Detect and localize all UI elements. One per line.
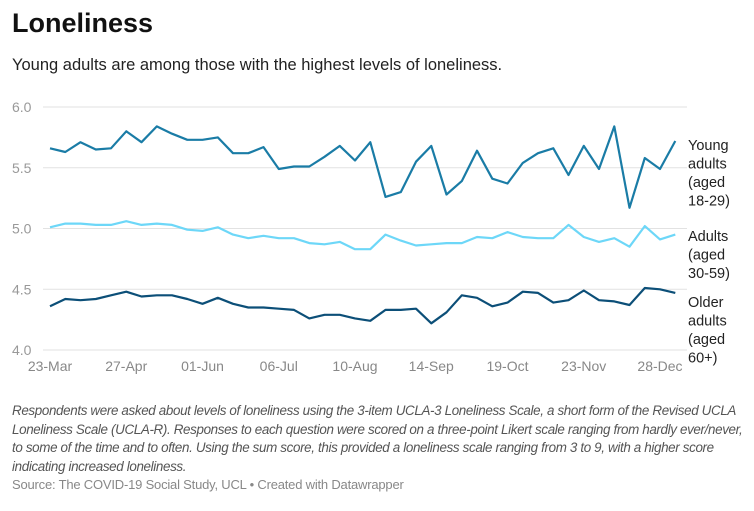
chart-title: Loneliness (12, 8, 154, 38)
x-tick-label: 10-Aug (332, 358, 377, 374)
series-label: (aged (688, 248, 725, 264)
series-line-2 (49, 286, 676, 325)
x-tick-label: 27-Apr (105, 358, 147, 374)
chart-notes: Respondents were asked about levels of l… (12, 403, 743, 474)
series-line-1 (49, 220, 676, 251)
x-tick-label: 14-Sep (409, 358, 454, 374)
series-label: (aged (688, 332, 725, 348)
x-tick-label: 01-Jun (181, 358, 224, 374)
x-tick-label: 28-Dec (637, 358, 682, 374)
series-label: 60+) (688, 351, 717, 367)
series-label: Older (688, 295, 724, 311)
y-tick-label: 4.0 (12, 342, 32, 358)
series-label: Adults (688, 229, 728, 245)
x-tick-label: 23-Mar (28, 358, 73, 374)
y-tick-label: 6.0 (12, 99, 32, 115)
y-tick-label: 4.5 (12, 281, 32, 297)
series-label: 30-59) (688, 266, 730, 282)
y-tick-label: 5.5 (12, 160, 32, 176)
line-chart: 6.0 5.5 5.0 4.5 4.023-Mar 27-Apr 01-Jun 06-Jul 1… (12, 99, 730, 374)
chart-subtitle: Young adults are among those with the hi… (12, 56, 503, 74)
series-label: 18-29) (688, 194, 730, 210)
series-label: (aged (688, 175, 725, 191)
chart-source: Source: The COVID-19 Social Study, UCL •… (12, 477, 404, 492)
x-tick-label: 19-Oct (486, 358, 528, 374)
series-label: adults (688, 314, 727, 330)
y-tick-label: 5.0 (12, 221, 32, 237)
series-label: Young (688, 138, 729, 154)
x-tick-label: 06-Jul (260, 358, 298, 374)
series-label: adults (688, 157, 727, 173)
x-tick-label: 23-Nov (561, 358, 606, 374)
series-line-0 (49, 125, 677, 209)
